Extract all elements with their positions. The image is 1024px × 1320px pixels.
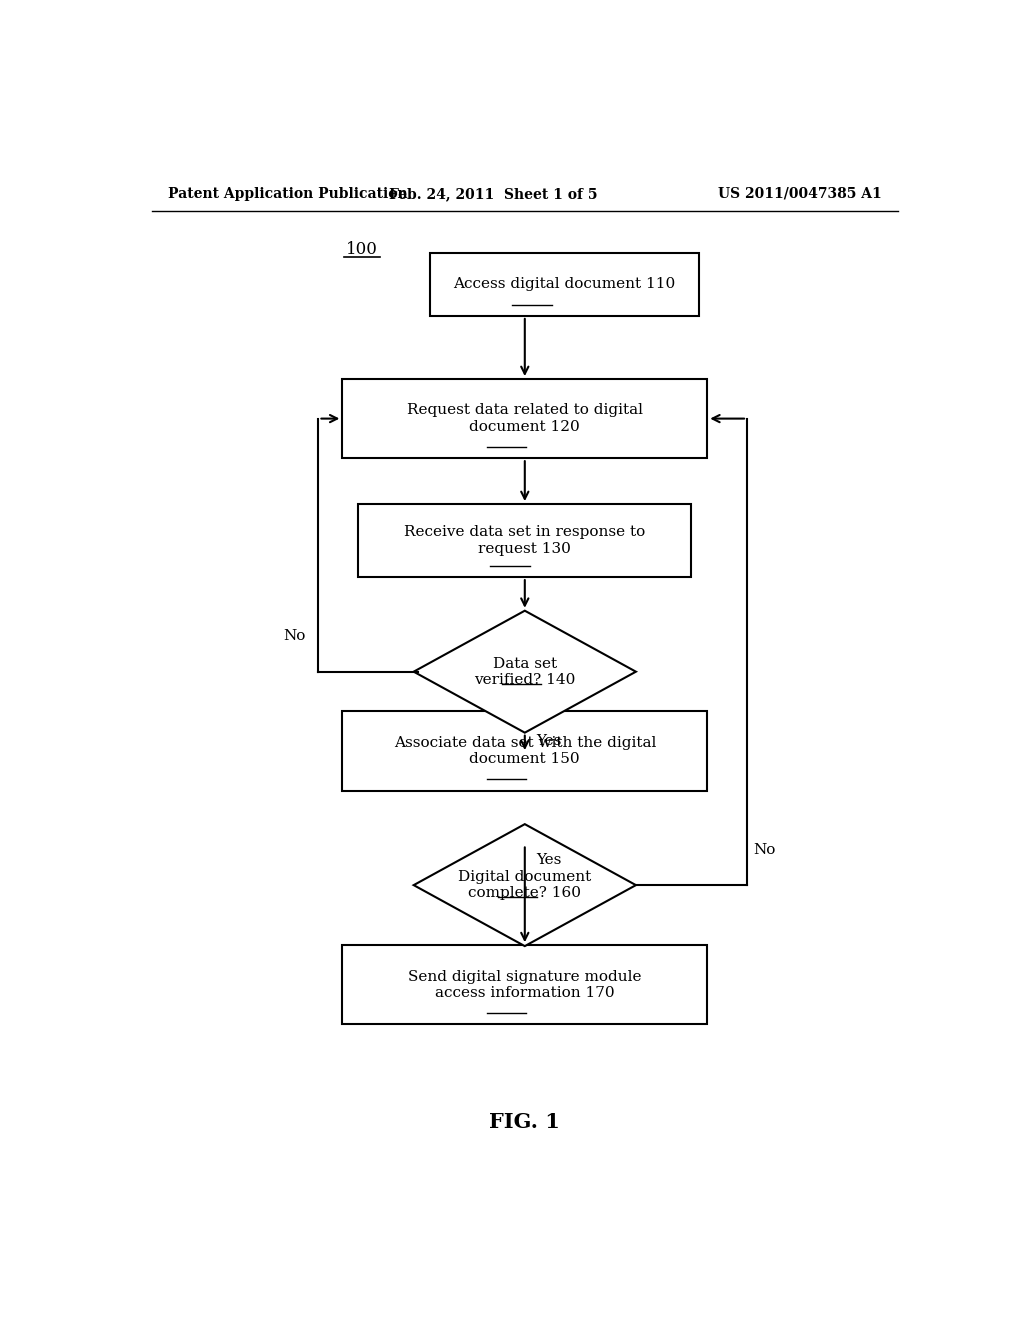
FancyBboxPatch shape <box>358 504 691 577</box>
Text: Digital document
complete? 160: Digital document complete? 160 <box>458 870 592 900</box>
Text: Patent Application Publication: Patent Application Publication <box>168 187 408 201</box>
Text: Feb. 24, 2011  Sheet 1 of 5: Feb. 24, 2011 Sheet 1 of 5 <box>389 187 597 201</box>
Text: 100: 100 <box>346 242 378 259</box>
Text: US 2011/0047385 A1: US 2011/0047385 A1 <box>718 187 882 201</box>
FancyBboxPatch shape <box>342 711 708 791</box>
Text: No: No <box>284 630 306 643</box>
Text: Data set
verified? 140: Data set verified? 140 <box>474 656 575 686</box>
Text: Associate data set with the digital
document 150: Associate data set with the digital docu… <box>393 735 656 766</box>
Text: FIG. 1: FIG. 1 <box>489 1111 560 1133</box>
FancyBboxPatch shape <box>342 945 708 1024</box>
Polygon shape <box>414 824 636 946</box>
Polygon shape <box>414 611 636 733</box>
Text: Yes: Yes <box>537 853 562 867</box>
Text: Request data related to digital
document 120: Request data related to digital document… <box>407 404 643 434</box>
Text: Access digital document 110: Access digital document 110 <box>454 277 676 292</box>
Text: Yes: Yes <box>537 734 562 748</box>
FancyBboxPatch shape <box>430 253 699 315</box>
Text: No: No <box>754 842 776 857</box>
Text: Send digital signature module
access information 170: Send digital signature module access inf… <box>408 970 642 999</box>
FancyBboxPatch shape <box>342 379 708 458</box>
Text: Receive data set in response to
request 130: Receive data set in response to request … <box>404 525 645 556</box>
